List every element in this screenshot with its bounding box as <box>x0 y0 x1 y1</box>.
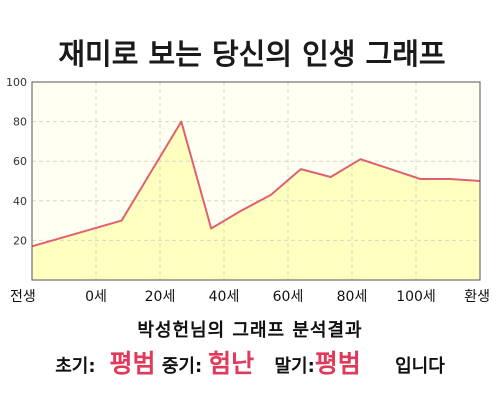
analysis-heading: 박성헌님의 그래프 분석결과 <box>137 320 363 341</box>
middle-label: 중기: <box>161 356 203 377</box>
y-tick-label: 40 <box>13 195 27 208</box>
series-line <box>31 120 481 248</box>
result-suffix: 입니다 <box>395 356 445 377</box>
y-tick-label: 20 <box>13 234 27 247</box>
late-label: 말기: <box>274 356 315 377</box>
x-tick-label: 80세 <box>337 289 368 305</box>
x-tick-label: 100세 <box>396 289 436 305</box>
middle-value: 험난 <box>208 349 255 378</box>
early-value: 평범 <box>109 349 156 378</box>
analysis-result: 초기: 평범 중기: 험난 말기:평범 입니다 <box>0 344 500 380</box>
plot-frame <box>31 81 481 281</box>
x-tick-label: 전생 <box>10 289 36 305</box>
y-tick-label: 100 <box>6 76 27 89</box>
y-tick-label: 80 <box>13 116 27 129</box>
y-tick-label: 60 <box>13 155 27 168</box>
x-tick-label: 환생 <box>464 289 490 305</box>
x-tick-label: 0세 <box>85 289 107 305</box>
chart-title: 재미로 보는 당신의 인생 그래프 <box>58 37 445 71</box>
x-tick-label: 20세 <box>145 289 176 305</box>
x-tick-label: 40세 <box>209 289 240 305</box>
early-label: 초기: <box>55 356 96 377</box>
late-value: 평범 <box>314 349 361 378</box>
x-tick-label: 60세 <box>273 289 304 305</box>
